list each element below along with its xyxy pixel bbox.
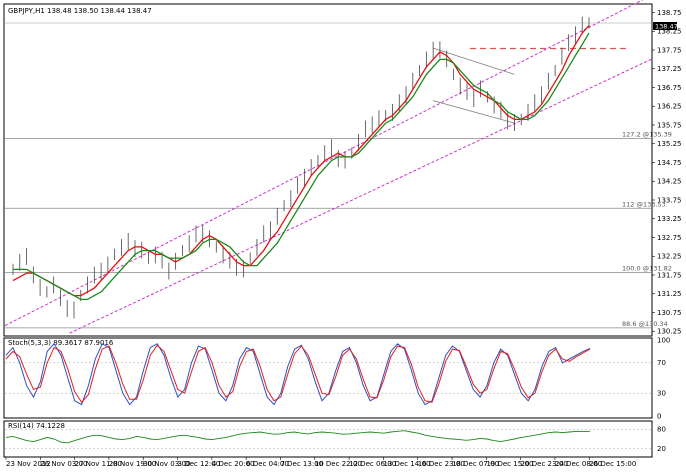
price-tick-label: 132.75 — [657, 234, 682, 242]
fib-levels: 127.2 @135.39 112 @133.53 100.0 @131.82 88.… — [5, 22, 672, 329]
time-tick-label: 4 Dec 20:00 — [212, 460, 255, 468]
stoch-panel-frame — [3, 337, 653, 419]
price-tick-label: 133.75 — [657, 196, 682, 204]
chart-header: GBPJPY,H1 138.48 138.50 138.44 138.47 — [8, 7, 152, 15]
price-tick-label: 136.75 — [657, 84, 682, 92]
price-tick-label: 131.25 — [657, 290, 682, 298]
time-tick-label: 6 Dec 04:00 — [246, 460, 289, 468]
time-tick-label: 16 Dec 23:00 — [418, 460, 465, 468]
rsi-line — [5, 430, 591, 444]
fib-level-label: 100.0 @131.82 — [622, 264, 672, 272]
time-tick-label: 12 Dec 06:00 — [349, 460, 396, 468]
stoch-indicator: 100 70 30 0 — [5, 336, 670, 420]
price-tick-label: 136.25 — [657, 103, 682, 111]
time-tick-label: 23 Nov 2012 — [6, 460, 51, 468]
time-tick-label: 19 Dec 15:00 — [486, 460, 533, 468]
stoch-tick-label: 100 — [657, 336, 670, 344]
price-tick-label: 137.75 — [657, 46, 682, 54]
price-tick-label: 133.25 — [657, 215, 682, 223]
rsi-tick-label: 80 — [657, 426, 666, 434]
green-moving-average-line — [13, 32, 590, 301]
stoch-tick-label: 30 — [657, 390, 666, 398]
price-tick-label: 138.75 — [657, 9, 682, 17]
rsi-panel-frame — [3, 420, 653, 458]
rsi-tick-label: 20 — [657, 445, 666, 453]
price-axis: 138.75 138.25 137.75 137.25 136.75 136.25 135.… — [652, 9, 682, 336]
rsi-indicator: 80 20 — [5, 426, 666, 453]
price-panel-frame — [3, 3, 653, 337]
stoch-main-line — [5, 342, 591, 406]
current-price-value: 138.47 — [655, 23, 678, 31]
price-tick-label: 132.25 — [657, 253, 682, 261]
time-tick-label: 26 Nov 03:00 — [40, 460, 87, 468]
time-tick-label: 24 Dec 08:00 — [555, 460, 602, 468]
channel-lower-line — [69, 58, 652, 334]
stoch-tick-label: 70 — [657, 359, 666, 367]
stoch-signal-line — [5, 344, 591, 404]
time-tick-label: 3 Dec 12:00 — [178, 460, 221, 468]
time-tick-label: 7 Dec 13:00 — [280, 460, 323, 468]
wedge-lower-line — [433, 100, 515, 124]
fib-level-label: 127.2 @135.39 — [622, 131, 672, 139]
time-tick-label: 27 Nov 11:00 — [75, 460, 122, 468]
price-tick-label: 130.75 — [657, 309, 682, 317]
stoch-label: Stoch(5,3,3) 89.3617 87.9016 — [8, 339, 114, 347]
current-price-tag — [653, 22, 677, 30]
time-tick-label: 13 Dec 14:00 — [383, 460, 430, 468]
price-tick-label: 134.75 — [657, 159, 682, 167]
time-tick-label: 20 Dec 23:00 — [521, 460, 568, 468]
price-tick-label: 135.25 — [657, 140, 682, 148]
time-tick-label: 10 Dec 22:00 — [315, 460, 362, 468]
price-series — [12, 16, 590, 319]
rsi-label: RSI(14) 74.1228 — [8, 422, 65, 430]
channel-upper-line — [4, 0, 644, 327]
price-tick-label: 138.25 — [657, 28, 682, 36]
time-tick-label: 28 Nov 19:00 — [109, 460, 156, 468]
price-tick-label: 134.25 — [657, 178, 682, 186]
fib-level-label: 88.6 @130.34 — [622, 320, 668, 328]
time-tick-label: 18 Dec 07:00 — [452, 460, 499, 468]
time-tick-label: 26 Dec 15:00 — [589, 460, 636, 468]
price-tick-label: 131.75 — [657, 271, 682, 279]
trend-channel — [4, 0, 652, 334]
stoch-tick-label: 0 — [657, 412, 661, 420]
price-tick-label: 135.75 — [657, 121, 682, 129]
price-tick-label: 130.25 — [657, 328, 682, 336]
price-tick-label: 137.25 — [657, 65, 682, 73]
fib-level-label: 112 @133.53 — [622, 200, 666, 208]
time-tick-label: 30 Nov 03:00 — [143, 460, 190, 468]
